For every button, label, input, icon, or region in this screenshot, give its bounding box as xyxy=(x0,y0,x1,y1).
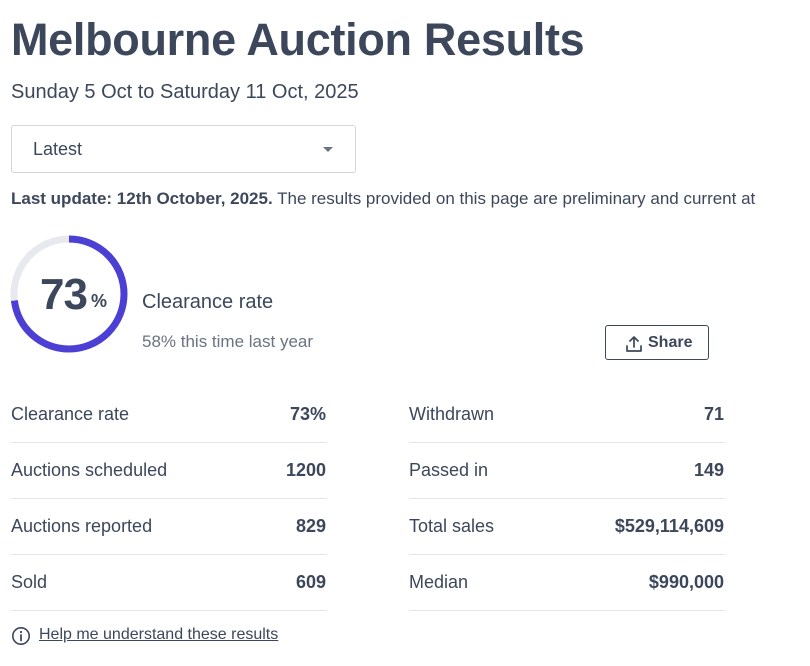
period-select[interactable]: Latest xyxy=(11,125,356,173)
stat-value: 609 xyxy=(295,572,326,592)
help-link[interactable]: Help me understand these results xyxy=(39,626,279,643)
stat-value: $990,000 xyxy=(648,572,724,592)
stat-row: Total sales $529,114,609 xyxy=(409,499,725,555)
stat-value: 149 xyxy=(693,460,724,480)
page-title: Melbourne Auction Results xyxy=(11,14,585,65)
date-range: Sunday 5 Oct to Saturday 11 Oct, 2025 xyxy=(11,81,359,103)
stat-row: Auctions scheduled 1200 xyxy=(11,443,327,499)
period-select-value: Latest xyxy=(33,139,83,159)
clearance-rate-label: Clearance rate xyxy=(142,291,274,313)
caret-down-icon xyxy=(323,147,333,152)
update-date: Last update: 12th October, 2025. xyxy=(11,189,273,208)
share-upload-icon xyxy=(626,336,642,352)
stat-label: Auctions scheduled xyxy=(11,460,168,480)
stat-value: 1200 xyxy=(285,460,326,480)
stat-label: Passed in xyxy=(409,460,489,480)
update-notice: Last update: 12th October, 2025. The res… xyxy=(11,189,810,209)
gauge-fill-arc xyxy=(10,235,128,353)
last-year-comparison: 58% this time last year xyxy=(142,332,314,351)
share-label: Share xyxy=(648,334,693,351)
stat-value: 73% xyxy=(289,404,326,424)
percent-sign: % xyxy=(91,291,108,311)
stat-row: Withdrawn 71 xyxy=(409,387,725,443)
clearance-percentage: 73 xyxy=(40,270,88,319)
stat-row: Median $990,000 xyxy=(409,555,725,611)
stat-label: Clearance rate xyxy=(11,404,130,424)
stat-row: Passed in 149 xyxy=(409,443,725,499)
stats-table-left: Clearance rate 73% Auctions scheduled 1200… xyxy=(11,387,327,611)
stats-table-right: Withdrawn 71 Passed in 149 Total sales $529… xyxy=(409,387,725,611)
stat-value: $529,114,609 xyxy=(614,516,724,536)
stat-row: Clearance rate 73% xyxy=(11,387,327,443)
stat-label: Median xyxy=(409,572,469,592)
stat-row: Sold 609 xyxy=(11,555,327,611)
stat-label: Withdrawn xyxy=(409,404,495,424)
stat-label: Total sales xyxy=(409,516,495,536)
stat-label: Auctions reported xyxy=(11,516,153,536)
update-text: The results provided on this page are pr… xyxy=(272,189,756,208)
stat-label: Sold xyxy=(11,572,48,592)
stat-value: 71 xyxy=(703,404,724,424)
share-button[interactable]: Share xyxy=(605,325,709,360)
stat-row: Auctions reported 829 xyxy=(11,499,327,555)
stat-value: 829 xyxy=(295,516,326,536)
info-icon xyxy=(12,627,30,645)
clearance-gauge xyxy=(10,235,128,353)
